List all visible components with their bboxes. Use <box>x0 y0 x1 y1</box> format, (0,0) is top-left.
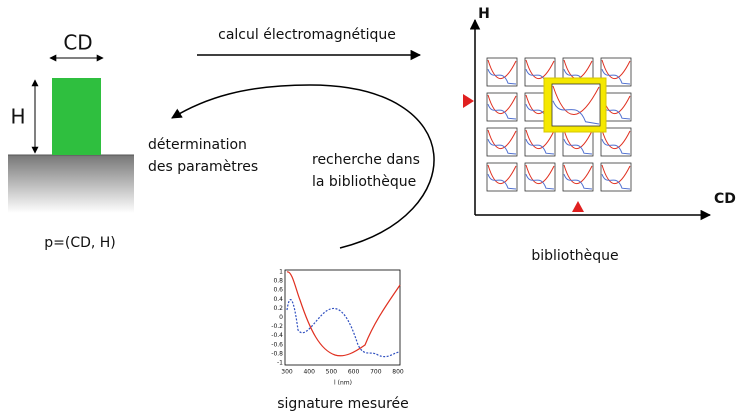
forward-label: calcul électromagnétique <box>218 27 396 43</box>
thumb-blue <box>601 174 631 190</box>
thumb-blue <box>552 100 600 125</box>
x-tick-label: 500 <box>326 369 338 376</box>
marker <box>572 201 584 212</box>
thumb-blue <box>487 69 517 85</box>
step-label: détermination <box>148 137 247 153</box>
plot-frame <box>284 269 401 366</box>
y-tick-label: 0 <box>279 314 283 321</box>
thumb-blue <box>525 174 555 190</box>
step-label: des paramètres <box>148 159 258 175</box>
x-tick-label: 800 <box>392 369 404 376</box>
thumb-blue <box>525 139 555 155</box>
curve-red <box>286 271 401 357</box>
step-label: la bibliothèque <box>312 174 416 190</box>
thumbnail <box>486 92 518 122</box>
y-tick-label: 0.2 <box>273 305 283 312</box>
y-tick-label: -1 <box>277 360 283 367</box>
thumbnail <box>600 127 632 157</box>
thumb-red <box>563 164 593 185</box>
thumbnail <box>524 162 556 192</box>
thumb-blue <box>487 139 517 155</box>
library: H CD <box>463 6 736 221</box>
substrate <box>8 155 134 213</box>
thumbnail <box>562 162 594 192</box>
y-tick-label: -0.6 <box>271 341 283 348</box>
y-tick-label: -0.4 <box>271 332 283 339</box>
library-caption: bibliothèque <box>531 248 618 264</box>
marker <box>463 94 474 108</box>
thumb-red <box>487 94 517 115</box>
x-tick-label: 300 <box>281 369 293 376</box>
library-x-label: CD <box>714 191 736 207</box>
thumb-red <box>525 129 555 150</box>
param-label: p=(CD, H) <box>44 235 116 251</box>
thumb-red <box>601 59 631 80</box>
thumb-blue <box>601 69 631 85</box>
thumb-red <box>487 129 517 150</box>
thumb-blue <box>563 139 593 155</box>
backward-arrow <box>171 84 435 249</box>
plot-x-label: l (nm) <box>334 380 352 387</box>
y-tick-label: 1 <box>279 269 283 276</box>
thumb-red <box>487 59 517 80</box>
grating-line <box>52 78 101 155</box>
y-tick-label: -0.8 <box>271 350 283 357</box>
thumb-red <box>552 85 600 116</box>
x-tick-label: 600 <box>348 369 360 376</box>
thumbnail <box>486 127 518 157</box>
y-tick-label: 0.4 <box>273 296 283 303</box>
step-label: recherche dans <box>312 152 420 168</box>
thumbnail <box>486 57 518 87</box>
y-tick-label: 0.8 <box>273 278 283 285</box>
thumbnail <box>486 162 518 192</box>
cd-label: CD <box>63 31 92 55</box>
y-tick-label: -0.2 <box>271 323 283 330</box>
thumb-blue <box>601 139 631 155</box>
thumbnail <box>551 83 601 127</box>
thumb-red <box>525 59 555 80</box>
thumb-blue <box>487 174 517 190</box>
h-label: H <box>10 105 25 129</box>
thumb-blue <box>487 104 517 120</box>
thumb-blue <box>563 174 593 190</box>
thumb-red <box>525 164 555 185</box>
thumb-red <box>601 164 631 185</box>
x-tick-label: 400 <box>303 369 315 376</box>
library-y-label: H <box>478 6 490 22</box>
thumb-red <box>601 129 631 150</box>
signature-caption: signature mesurée <box>277 396 409 412</box>
thumbnail <box>524 127 556 157</box>
thumb-red <box>563 129 593 150</box>
thumbnail <box>600 162 632 192</box>
thumb-red <box>487 164 517 185</box>
y-tick-label: 0.6 <box>273 287 283 294</box>
x-tick-label: 700 <box>370 369 382 376</box>
